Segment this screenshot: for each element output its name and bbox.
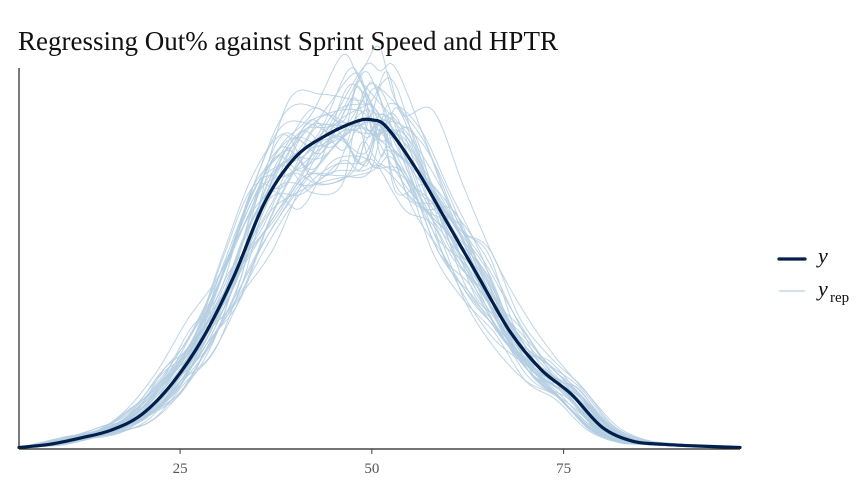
yrep-curve: [18, 158, 741, 448]
yrep-curve: [18, 155, 741, 448]
yrep-curve: [18, 103, 741, 448]
x-ticks-group: 25 50 75: [173, 449, 571, 477]
x-tick-label: 50: [364, 461, 379, 477]
y-curve-group: [17, 117, 742, 450]
yrep-curve: [18, 53, 741, 448]
yrep-curve: [18, 72, 741, 448]
yrep-curve: [18, 149, 741, 448]
yrep-curve: [18, 141, 741, 448]
x-tick-label: 25: [173, 461, 188, 477]
yrep-curve: [18, 70, 741, 448]
yrep-curve: [18, 123, 741, 448]
yrep-curve: [18, 89, 741, 448]
yrep-curve: [18, 126, 741, 448]
yrep-curve: [18, 129, 741, 448]
yrep-curve: [18, 82, 741, 448]
x-tick-label: 75: [556, 461, 571, 477]
yrep-curve: [18, 71, 741, 448]
yrep-curve: [18, 103, 741, 448]
yrep-curve: [18, 129, 741, 448]
chart-title: Regressing Out% against Sprint Speed and…: [18, 26, 558, 56]
yrep-curve: [18, 117, 741, 448]
y-curve: [17, 117, 742, 450]
axes-group: [18, 68, 740, 450]
yrep-curve: [18, 123, 741, 448]
yrep-curve: [18, 86, 741, 448]
yrep-curve: [18, 121, 741, 448]
yrep-curve: [18, 77, 741, 448]
yrep-curve: [18, 164, 741, 448]
yrep-curves-group: [18, 45, 741, 448]
legend: yy rep: [777, 243, 849, 306]
yrep-curve: [18, 45, 741, 448]
yrep-curve: [18, 95, 741, 448]
yrep-curve: [18, 122, 741, 448]
legend-label-yrep-subscript: rep: [830, 290, 849, 306]
yrep-curve: [18, 121, 741, 448]
legend-label-yrep: y: [816, 276, 828, 301]
legend-label-y: y: [816, 243, 828, 268]
